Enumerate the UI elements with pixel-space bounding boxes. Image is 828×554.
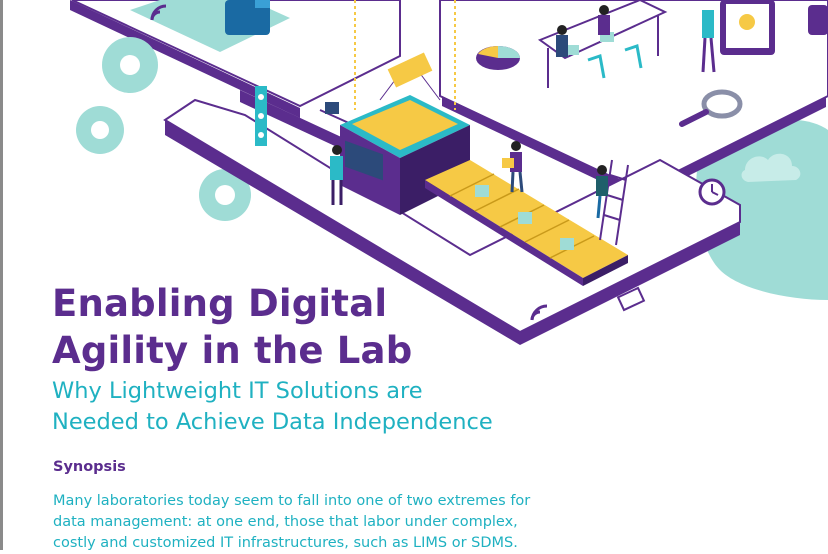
title-line-1: Enabling Digital: [52, 282, 388, 325]
synopsis-body: Many laboratories today seem to fall int…: [53, 491, 613, 554]
conveyor-belt: [425, 160, 628, 286]
wifi-icon: [530, 304, 548, 321]
title-line-2: Agility in the Lab: [52, 329, 413, 372]
document-title: Enabling Digital Agility in the Lab: [52, 280, 412, 374]
subtitle-line-2: Needed to Achieve Data Independence: [52, 409, 493, 435]
synopsis-line-1: Many laboratories today seem to fall int…: [53, 493, 531, 509]
teal-background-shape: [696, 119, 828, 300]
magnifier-icon: [679, 89, 743, 127]
laptop-icon: [616, 286, 646, 312]
ladder-icon: [599, 159, 629, 246]
subtitle-line-1: Why Lightweight IT Solutions are: [52, 378, 423, 404]
synopsis-heading: Synopsis: [53, 459, 126, 475]
synopsis-line-2: data management: at one end, those that …: [53, 514, 518, 530]
central-processing-machine: [340, 0, 470, 215]
gear-icon: [76, 37, 251, 221]
clock-icon: [698, 178, 726, 206]
cloud-icon: [741, 153, 801, 182]
page-edge-rule: [0, 0, 3, 550]
synopsis-line-3: costly and customized IT infrastructures…: [53, 535, 518, 551]
floor-pie-chart: [476, 46, 520, 70]
server-block: [225, 0, 270, 35]
wifi-icon: [150, 4, 167, 21]
document-subtitle: Why Lightweight IT Solutions are Needed …: [52, 376, 493, 438]
lab-isometric-illustration: [70, 0, 828, 345]
pie-chart-icon: [739, 14, 755, 30]
